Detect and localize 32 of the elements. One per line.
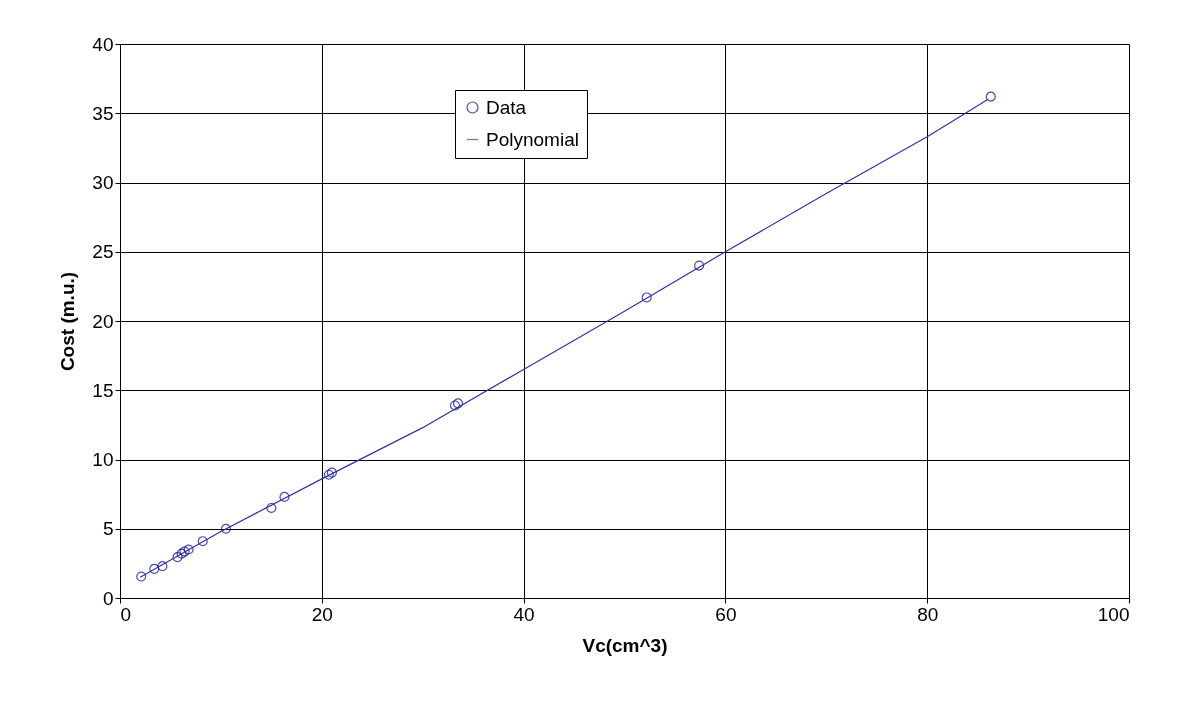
- x-axis-title: Vc(cm^3): [582, 634, 668, 656]
- y-tick-label: 0: [102, 587, 114, 609]
- point: [220, 523, 232, 534]
- y-tick-label: 10: [92, 449, 114, 470]
- x-tick-label: 20: [311, 603, 333, 625]
- point: [157, 561, 168, 572]
- x-tick-label: 60: [715, 603, 737, 625]
- legend-label: Data: [486, 96, 527, 118]
- y-axis-title: Cost (m.u.): [57, 271, 79, 372]
- point: [641, 292, 652, 303]
- point: [172, 552, 183, 563]
- y-tick-label: 5: [102, 518, 114, 540]
- x-tick-label: 0: [120, 603, 132, 625]
- point: [985, 91, 996, 102]
- y-tick-label: 30: [92, 172, 114, 193]
- point: [136, 571, 147, 582]
- line-series: [139, 98, 989, 578]
- y-tick-label: 25: [92, 241, 114, 263]
- point: [266, 502, 277, 514]
- point: [183, 544, 194, 555]
- point: [279, 491, 290, 502]
- y-tick-label: 20: [92, 310, 114, 332]
- legend-label: Polynomial: [486, 128, 579, 150]
- point: [197, 536, 208, 547]
- x-tick-label: 80: [917, 603, 939, 625]
- point: [149, 563, 160, 574]
- x-tick-label: 40: [513, 603, 535, 625]
- y-tick-label: 35: [92, 102, 114, 124]
- x-tick-label: 100: [1097, 603, 1130, 625]
- point: [694, 260, 705, 271]
- y-tick-label: 15: [92, 379, 114, 401]
- y-tick-label: 40: [92, 33, 114, 55]
